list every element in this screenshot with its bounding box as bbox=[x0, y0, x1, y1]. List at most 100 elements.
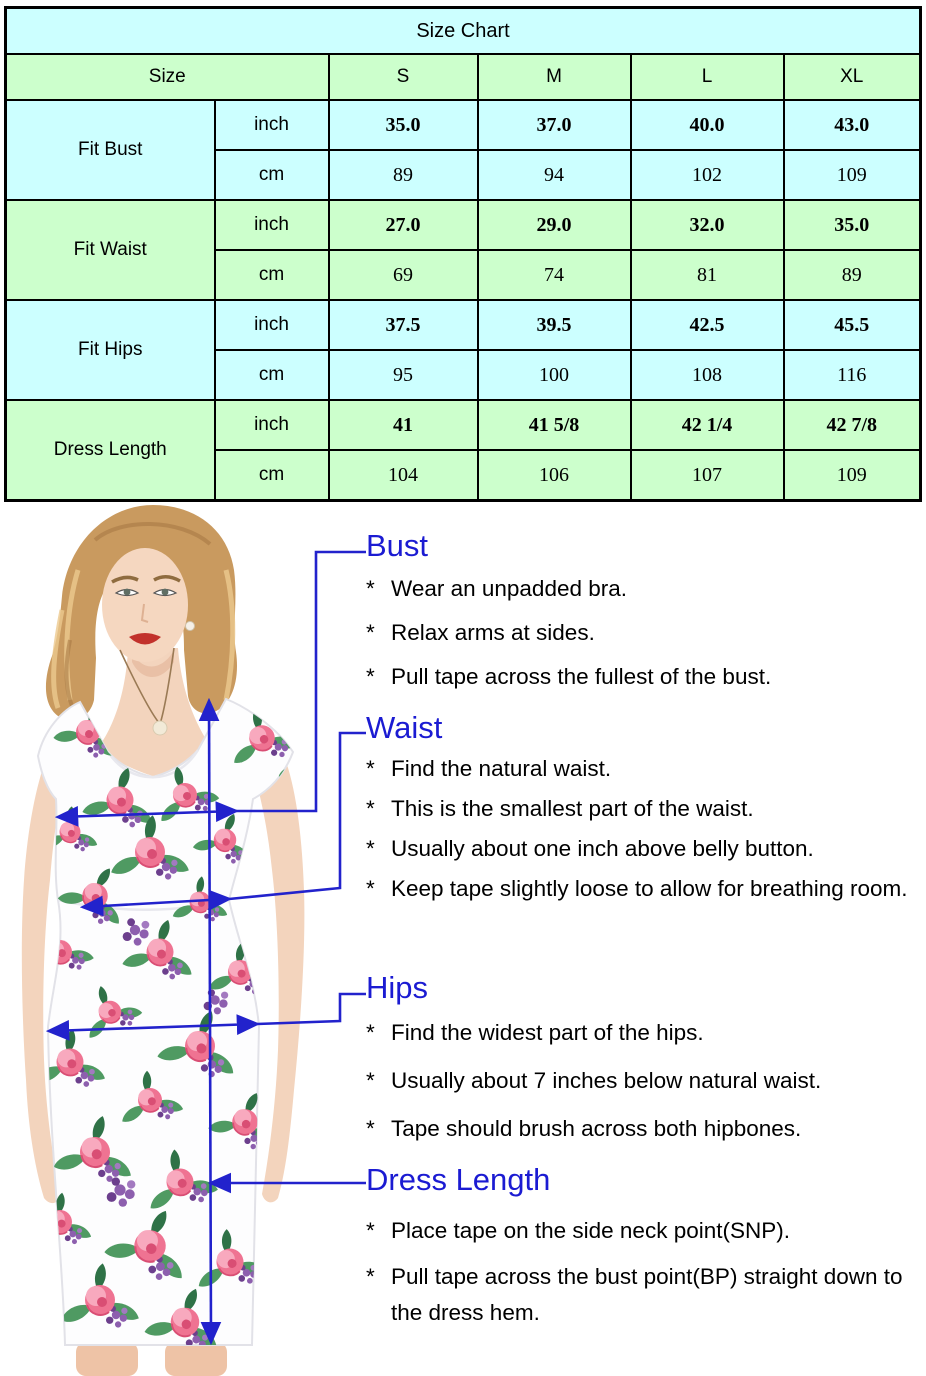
size-header-label: Size bbox=[4, 53, 330, 101]
hips-connector-line bbox=[256, 992, 366, 1026]
tip-line: * Pull tape across the bust point(BP) str… bbox=[366, 1259, 924, 1331]
bullet-asterisk: * bbox=[366, 1264, 375, 1289]
table-cell: 89 bbox=[327, 149, 479, 201]
dress-length-measure-arrow bbox=[198, 697, 222, 1346]
table-cell: 94 bbox=[476, 149, 632, 201]
table-cell: 41 bbox=[327, 399, 479, 451]
tip-text: Keep tape slightly loose to allow for br… bbox=[391, 876, 908, 901]
guide-section-bust: Bust * Wear an unpadded bra. * Relax arms … bbox=[366, 529, 924, 703]
unit-label: inch bbox=[213, 199, 330, 251]
table-cell: 109 bbox=[782, 149, 922, 201]
table-cell: 116 bbox=[782, 349, 922, 401]
table-cell: 108 bbox=[629, 349, 785, 401]
tip-text: This is the smallest part of the waist. bbox=[391, 796, 754, 821]
bullet-asterisk: * bbox=[366, 576, 375, 601]
table-cell: 35.0 bbox=[782, 199, 922, 251]
hips-measure-arrow bbox=[45, 1014, 261, 1041]
table-cell: 29.0 bbox=[476, 199, 632, 251]
section-heading-waist: Waist bbox=[366, 710, 443, 745]
unit-label: cm bbox=[213, 149, 330, 201]
size-chart-title: Size Chart bbox=[4, 6, 922, 55]
table-cell: 37.0 bbox=[476, 99, 632, 151]
unit-label: inch bbox=[213, 399, 330, 451]
table-cell: 81 bbox=[629, 249, 785, 301]
size-column-header-l: L bbox=[629, 53, 785, 101]
row-label-fit-bust: Fit Bust bbox=[4, 99, 216, 201]
table-cell: 107 bbox=[629, 449, 785, 502]
table-cell: 37.5 bbox=[327, 299, 479, 351]
table-cell: 74 bbox=[476, 249, 632, 301]
size-column-header-s: S bbox=[327, 53, 479, 101]
waist-measure-arrow bbox=[79, 889, 233, 917]
row-label-fit-hips: Fit Hips bbox=[4, 299, 216, 401]
tip-text: Pull tape across the bust point(BP) stra… bbox=[391, 1264, 903, 1325]
table-cell: 39.5 bbox=[476, 299, 632, 351]
tip-line: * Tape should brush across both hipbones. bbox=[366, 1111, 924, 1147]
tip-text: Wear an unpadded bra. bbox=[391, 576, 628, 601]
table-cell: 109 bbox=[782, 449, 922, 502]
guide-section-dress-length: Dress Length * Place tape on the side nec… bbox=[366, 1163, 924, 1341]
unit-label: cm bbox=[213, 249, 330, 301]
bullet-asterisk: * bbox=[366, 620, 375, 645]
tip-text: Pull tape across the fullest of the bust… bbox=[391, 664, 772, 689]
table-cell: 43.0 bbox=[782, 99, 922, 151]
bullet-asterisk: * bbox=[366, 1068, 375, 1093]
row-label-dress-length: Dress Length bbox=[4, 399, 216, 502]
tip-line: * Relax arms at sides. bbox=[366, 615, 924, 651]
table-cell: 95 bbox=[327, 349, 479, 401]
tip-text: Relax arms at sides. bbox=[391, 620, 595, 645]
tip-line: * Pull tape across the fullest of the bus… bbox=[366, 659, 924, 695]
table-cell: 100 bbox=[476, 349, 632, 401]
table-cell: 104 bbox=[327, 449, 479, 502]
unit-label: cm bbox=[213, 449, 330, 502]
row-label-fit-waist: Fit Waist bbox=[4, 199, 216, 301]
table-cell: 27.0 bbox=[327, 199, 479, 251]
table-cell: 42 7/8 bbox=[782, 399, 922, 451]
tip-line: * Place tape on the side neck point(SNP). bbox=[366, 1213, 924, 1249]
bust-connector-line bbox=[236, 550, 366, 813]
waist-connector-line bbox=[228, 731, 366, 901]
bullet-asterisk: * bbox=[366, 836, 375, 861]
table-cell: 106 bbox=[476, 449, 632, 502]
bullet-asterisk: * bbox=[366, 1218, 375, 1243]
unit-label: inch bbox=[213, 99, 330, 151]
table-cell: 42.5 bbox=[629, 299, 785, 351]
table-cell: 35.0 bbox=[327, 99, 479, 151]
tip-text: Find the natural waist. bbox=[391, 756, 612, 781]
table-cell: 69 bbox=[327, 249, 479, 301]
bullet-asterisk: * bbox=[366, 664, 375, 689]
size-column-header-xl: XL bbox=[782, 53, 922, 101]
size-chart: Size Chart Size S M L XL Fit Bust inch 3… bbox=[4, 6, 922, 502]
section-heading-dress-length: Dress Length bbox=[366, 1162, 551, 1197]
size-column-header-m: M bbox=[476, 53, 632, 101]
bullet-asterisk: * bbox=[366, 876, 375, 901]
table-cell: 41 5/8 bbox=[476, 399, 632, 451]
tip-text: Find the widest part of the hips. bbox=[391, 1020, 704, 1045]
tip-text: Usually about one inch above belly butto… bbox=[391, 836, 814, 861]
tip-text: Usually about 7 inches below natural wai… bbox=[391, 1068, 822, 1093]
table-cell: 42 1/4 bbox=[629, 399, 785, 451]
bullet-asterisk: * bbox=[366, 756, 375, 781]
measurement-figure bbox=[0, 500, 926, 1376]
bullet-asterisk: * bbox=[366, 1020, 375, 1045]
tip-text: Place tape on the side neck point(SNP). bbox=[391, 1218, 790, 1243]
table-cell: 102 bbox=[629, 149, 785, 201]
size-chart-table: Size Chart Size S M L XL Fit Bust inch 3… bbox=[4, 6, 922, 502]
bullet-asterisk: * bbox=[366, 796, 375, 821]
tip-line: * Wear an unpadded bra. bbox=[366, 571, 924, 607]
tip-text: Tape should brush across both hipbones. bbox=[391, 1116, 802, 1141]
bust-measure-arrow bbox=[54, 801, 240, 827]
unit-label: cm bbox=[213, 349, 330, 401]
table-cell: 45.5 bbox=[782, 299, 922, 351]
section-heading-bust: Bust bbox=[366, 528, 429, 563]
tip-line: * Keep tape slightly loose to allow for b… bbox=[366, 871, 924, 907]
section-heading-hips: Hips bbox=[366, 970, 429, 1005]
tip-line: * This is the smallest part of the waist. bbox=[366, 791, 924, 827]
tip-line: * Usually about 7 inches below natural wa… bbox=[366, 1063, 924, 1099]
table-cell: 32.0 bbox=[629, 199, 785, 251]
table-cell: 40.0 bbox=[629, 99, 785, 151]
guide-section-waist: Waist * Find the natural waist. * This is … bbox=[366, 711, 924, 911]
measurement-lines-overlay bbox=[45, 550, 366, 1346]
tip-line: * Find the widest part of the hips. bbox=[366, 1015, 924, 1051]
